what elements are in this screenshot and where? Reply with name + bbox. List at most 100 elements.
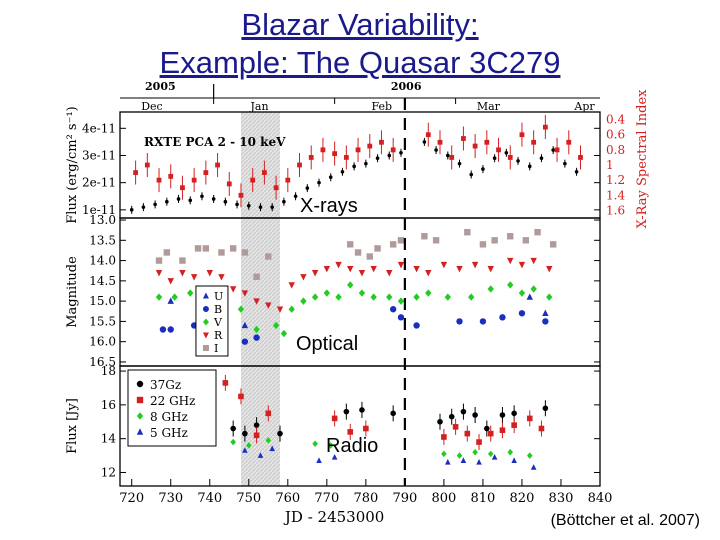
data-point-R — [530, 257, 537, 265]
data-point-flux — [527, 164, 532, 169]
y-tick-label-optical: 14.5 — [89, 274, 116, 288]
legend-marker-I — [202, 345, 209, 351]
year-label-2005: 2005 — [145, 80, 176, 93]
data-point-radio — [331, 453, 338, 460]
data-point-index — [425, 132, 431, 138]
data-point-radio — [343, 408, 350, 415]
data-point-R — [440, 261, 448, 269]
data-point-R — [546, 265, 553, 273]
data-point-flux — [282, 199, 286, 204]
legend-marker-radio — [136, 428, 144, 435]
data-point-radio — [230, 425, 236, 432]
right-tick-label: 1.4 — [606, 188, 625, 202]
overlay-label-xray: X-rays — [300, 195, 358, 217]
data-point-flux — [223, 199, 228, 204]
data-point-radio — [526, 452, 533, 459]
data-point-V — [187, 289, 194, 297]
data-point-B — [479, 318, 487, 325]
legend-marker-radio — [136, 380, 144, 388]
data-point-index — [437, 139, 443, 145]
data-point-index — [390, 147, 396, 153]
y-tick-label-optical: 16.0 — [89, 335, 116, 349]
panel-frame-xray — [119, 111, 601, 219]
data-point-R — [471, 261, 479, 269]
panel-frame-radio — [119, 365, 601, 487]
data-point-index — [285, 177, 291, 183]
data-point-flux — [293, 194, 298, 199]
slide-title-line-1: Blazar Variability: — [241, 7, 479, 42]
data-point-I — [229, 245, 237, 252]
data-point-flux — [551, 148, 555, 152]
data-point-flux — [574, 169, 579, 174]
x-tick-label: 840 — [588, 491, 613, 506]
data-point-R — [300, 274, 307, 281]
data-point-index — [261, 170, 267, 175]
data-point-index — [484, 139, 490, 145]
data-point-I — [421, 233, 428, 240]
data-point-flux — [211, 197, 216, 201]
rxte-annotation: RXTE PCA 2 - 10 keV — [144, 135, 286, 149]
right-tick-label: 0.6 — [606, 128, 625, 142]
data-point-flux — [434, 148, 438, 152]
data-point-flux — [375, 156, 380, 161]
data-point-flux — [305, 186, 310, 190]
data-point-flux — [129, 208, 134, 212]
data-point-R — [206, 270, 213, 277]
data-point-flux — [340, 169, 345, 174]
data-point-R — [265, 302, 272, 309]
data-point-V — [370, 293, 377, 301]
x-tick-label: 760 — [275, 491, 300, 506]
legend-marker-R — [202, 332, 209, 339]
data-point-index — [215, 162, 220, 168]
data-point-I — [179, 257, 186, 264]
data-point-index — [144, 162, 150, 168]
data-point-radio — [476, 439, 482, 445]
data-point-radio — [452, 424, 459, 430]
data-point-I — [253, 273, 260, 280]
data-point-U — [542, 309, 549, 316]
data-point-radio — [460, 408, 467, 415]
data-point-radio — [472, 448, 478, 456]
data-point-radio — [390, 410, 396, 417]
data-point-radio — [507, 448, 514, 456]
data-point-V — [272, 321, 280, 330]
x-axis-label: JD - 2453000 — [283, 508, 384, 526]
y-tick-label-radio: 12 — [101, 465, 116, 479]
data-point-V — [487, 285, 494, 293]
data-point-I — [366, 253, 373, 260]
data-point-index — [332, 151, 338, 157]
data-point-index — [542, 124, 548, 130]
data-point-radio — [542, 405, 549, 412]
data-point-index — [226, 181, 232, 187]
data-point-flux — [141, 205, 146, 209]
data-point-radio — [445, 459, 451, 465]
data-point-I — [265, 253, 272, 260]
data-point-index — [250, 177, 256, 183]
data-point-radio — [511, 410, 517, 417]
y-tick-label-radio: 14 — [101, 432, 117, 446]
data-point-V — [335, 293, 342, 301]
data-point-radio — [316, 457, 322, 463]
data-point-radio — [511, 422, 517, 428]
month-label-Apr: Apr — [573, 100, 595, 113]
x-tick-label: 790 — [392, 491, 417, 506]
data-point-V — [425, 289, 432, 297]
slide-title: Blazar Variability: Example: The Quasar … — [0, 6, 720, 82]
x-tick-label: 830 — [549, 491, 574, 506]
month-label-Jan: Jan — [249, 100, 268, 113]
data-point-index — [496, 147, 501, 153]
data-point-radio — [511, 457, 517, 463]
data-point-I — [522, 237, 530, 244]
data-point-radio — [487, 450, 494, 458]
data-point-B — [253, 334, 260, 341]
data-point-radio — [359, 407, 365, 413]
y-tick-label-xray: 3e-11 — [82, 148, 116, 162]
data-point-V — [347, 281, 354, 289]
data-point-index — [379, 139, 384, 145]
data-point-R — [397, 261, 405, 269]
data-point-R — [518, 261, 526, 269]
data-point-index — [554, 147, 560, 153]
month-label-Feb: Feb — [371, 100, 392, 113]
data-point-I — [347, 241, 354, 248]
data-point-U — [526, 293, 533, 300]
